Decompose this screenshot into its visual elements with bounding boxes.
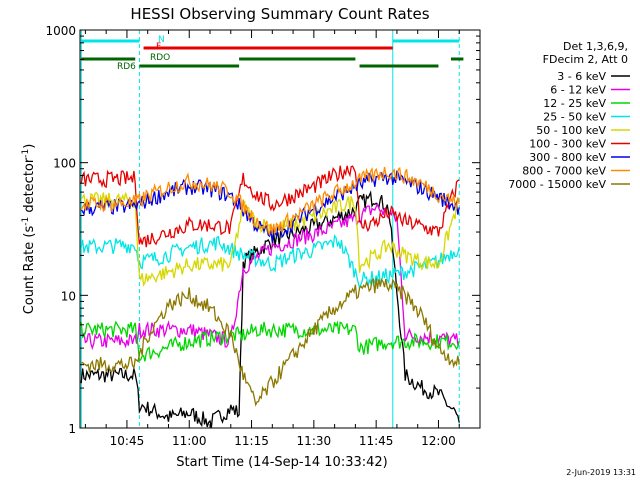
series-line-2 — [80, 320, 460, 362]
legend-label-1: 6 - 12 keV — [550, 84, 606, 97]
series-line-8 — [80, 277, 460, 407]
y-tick-label-2: 100 — [53, 157, 76, 171]
legend-label-2: 12 - 25 keV — [543, 97, 606, 110]
axes: 1 10 100 1000 10:45 11:00 11:15 11:30 11:45 12:00 — [45, 24, 481, 448]
x-tick-label-5: 12:00 — [421, 434, 456, 448]
x-tick-label-1: 11:00 — [172, 434, 207, 448]
x-axis-label: Start Time (14-Sep-14 10:33:42) — [176, 455, 387, 470]
plot-area — [80, 30, 460, 428]
legend-label-8: 7000 - 15000 keV — [508, 178, 606, 191]
timestamp: 2-Jun-2019 13:31 — [566, 468, 636, 477]
series-line-5 — [80, 165, 460, 248]
legend-label-7: 800 - 7000 keV — [522, 165, 606, 178]
legend-label-0: 3 - 6 keV — [557, 70, 606, 83]
x-tick-label-2: 11:15 — [234, 434, 269, 448]
mode-label-rdo: RDO — [150, 53, 170, 63]
legend-label-5: 100 - 300 keV — [529, 138, 606, 151]
legend-label-3: 25 - 50 keV — [543, 111, 606, 124]
mode-label-n: N — [158, 35, 165, 45]
legend-header-0: Det 1,3,6,9, — [563, 40, 628, 53]
y-axis-label: Count Rate (s-1 detector-1) — [21, 144, 37, 315]
legend-header-1: FDecim 2, Att 0 — [543, 53, 628, 66]
mode-label-rd6: RD6 — [117, 62, 136, 72]
legend-label-6: 300 - 800 keV — [529, 151, 606, 164]
y-tick-label-3: 1000 — [45, 24, 76, 38]
series-line-7 — [80, 166, 460, 237]
y-tick-label-1: 10 — [61, 289, 76, 303]
x-tick-label-4: 11:45 — [359, 434, 394, 448]
chart-title: HESSI Observing Summary Count Rates — [130, 5, 429, 23]
legend-label-4: 50 - 100 keV — [536, 124, 606, 137]
mode-label-f: F — [156, 42, 161, 52]
x-tick-label-0: 10:45 — [110, 434, 145, 448]
series-line-3 — [80, 234, 460, 291]
plot-frame — [79, 29, 481, 429]
y-tick-label-0: 1 — [68, 422, 76, 436]
x-tick-label-3: 11:30 — [297, 434, 332, 448]
